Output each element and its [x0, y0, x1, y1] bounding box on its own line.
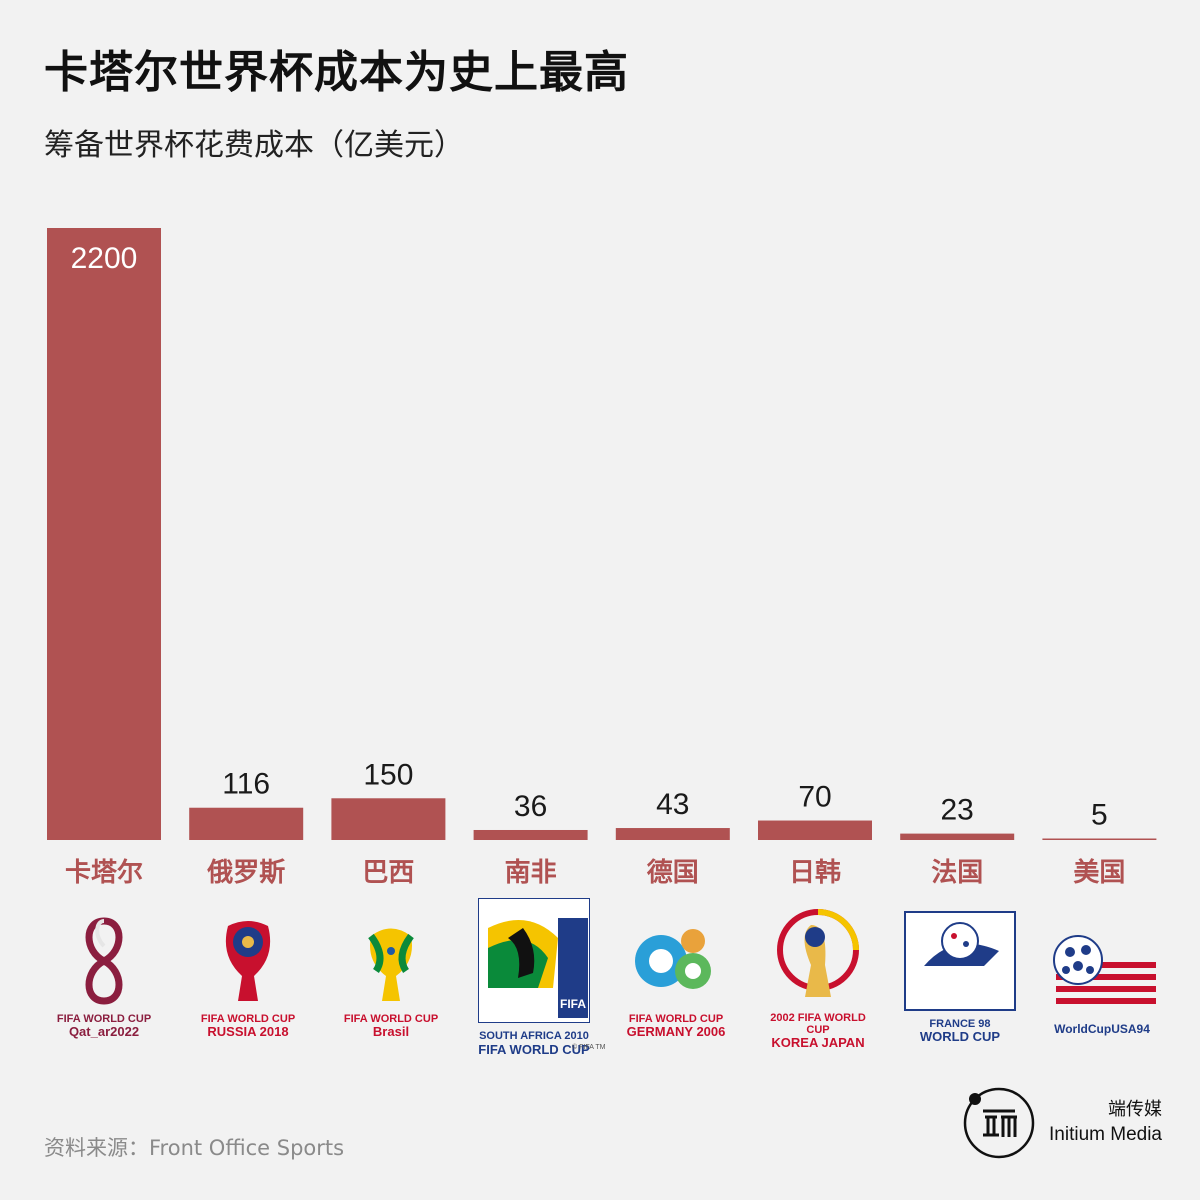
- logo-caption-line2: GERMANY 2006: [626, 1024, 726, 1040]
- logo-caption-line1: FIFA WORLD CUP: [628, 1012, 724, 1025]
- brand-name-en: Initium Media: [1049, 1124, 1162, 1146]
- category-label: 巴西: [362, 858, 414, 888]
- bar-chart: 2200 卡塔尔 116 俄罗斯 150 巴西 36 南非 43 德国 70 日韩 23 法国 5 美国: [47, 228, 1157, 888]
- bar-value-label: 150: [363, 758, 413, 791]
- logo-caption-line2: FIFA WORLD CUP: [478, 1041, 590, 1057]
- bar: [900, 833, 1015, 840]
- category-label: 美国: [1073, 857, 1125, 888]
- category-label: 法国: [931, 858, 983, 888]
- logo-caption-line1: SOUTH AFRICA 2010: [479, 1030, 589, 1043]
- logo-caption-line2: KOREA JAPAN: [771, 1035, 865, 1051]
- bar-value-label: 2200: [71, 242, 138, 275]
- page-title: 卡塔尔世界杯成本为史上最高: [44, 47, 629, 98]
- bar: [473, 829, 588, 840]
- south-africa-2010-logo-icon: FIFA SOUTH AFRICA 2010 FIFA WORLD CUP: [474, 897, 594, 1056]
- bar-value-label: 5: [1091, 799, 1108, 832]
- logo-caption-line1: FIFA WORLD CUP: [343, 1012, 439, 1025]
- brasil-2014-logo-icon: FIFA WORLD CUP Brasil: [331, 905, 451, 1050]
- category-label: 德国: [647, 858, 699, 888]
- brand-name-cn: 端传媒: [1108, 1099, 1162, 1121]
- source-note: 资料来源：Front Office Sports: [44, 1136, 345, 1160]
- logo-caption-line1: FRANCE 98: [929, 1017, 991, 1030]
- bar-value-label: 43: [656, 788, 689, 821]
- logo-caption-line1: 2002 FIFA WORLD CUP: [770, 1012, 866, 1036]
- bar-value-label: 36: [514, 790, 547, 823]
- bar: [47, 228, 161, 840]
- bar: [189, 807, 304, 840]
- qatar-2022-logo-icon: FIFA WORLD CUP Qat_ar2022: [44, 905, 164, 1050]
- category-label: 日韩: [789, 858, 841, 888]
- russia-2018-logo-icon: FIFA WORLD CUP RUSSIA 2018: [188, 905, 308, 1050]
- logo-caption-line2: Brasil: [372, 1024, 410, 1040]
- copyright-note: © FIFA TM: [572, 1044, 606, 1051]
- logo-caption-line2: Qat_ar2022: [68, 1024, 140, 1040]
- svg-text:FIFA: FIFA: [560, 997, 586, 1011]
- initium-logo-icon: [963, 1087, 1035, 1159]
- chart-subtitle: 筹备世界杯花费成本（亿美元）: [44, 128, 464, 163]
- category-label: 卡塔尔: [65, 857, 143, 888]
- bar-value-label: 116: [222, 768, 270, 801]
- logo-caption-line1: FIFA WORLD CUP: [56, 1012, 152, 1025]
- bar: [615, 828, 730, 840]
- logo-caption-line2: WORLD CUP: [919, 1029, 1001, 1045]
- category-label: 俄罗斯: [206, 858, 285, 888]
- bar: [1042, 838, 1157, 840]
- brand: 端传媒 Initium Media: [961, 1085, 1162, 1161]
- logo-caption-line2: RUSSIA 2018: [207, 1024, 289, 1040]
- category-label: 南非: [505, 858, 557, 888]
- korea-japan-2002-logo-icon: 2002 FIFA WORLD CUP KOREA JAPAN: [758, 905, 878, 1050]
- france-98-logo-icon: FRANCE 98 WORLD CUP: [900, 905, 1020, 1050]
- bar: [331, 798, 446, 840]
- germany-2006-logo-icon: FIFA WORLD CUP GERMANY 2006: [616, 905, 736, 1050]
- logo-caption-line1: FIFA WORLD CUP: [200, 1012, 296, 1025]
- usa-94-logo-icon: WorldCupUSA94: [1042, 905, 1162, 1050]
- bar-value-label: 70: [798, 781, 831, 814]
- bar-value-label: 23: [941, 794, 974, 827]
- bar: [758, 820, 872, 840]
- logo-caption-line1: WorldCupUSA94: [1054, 1021, 1150, 1036]
